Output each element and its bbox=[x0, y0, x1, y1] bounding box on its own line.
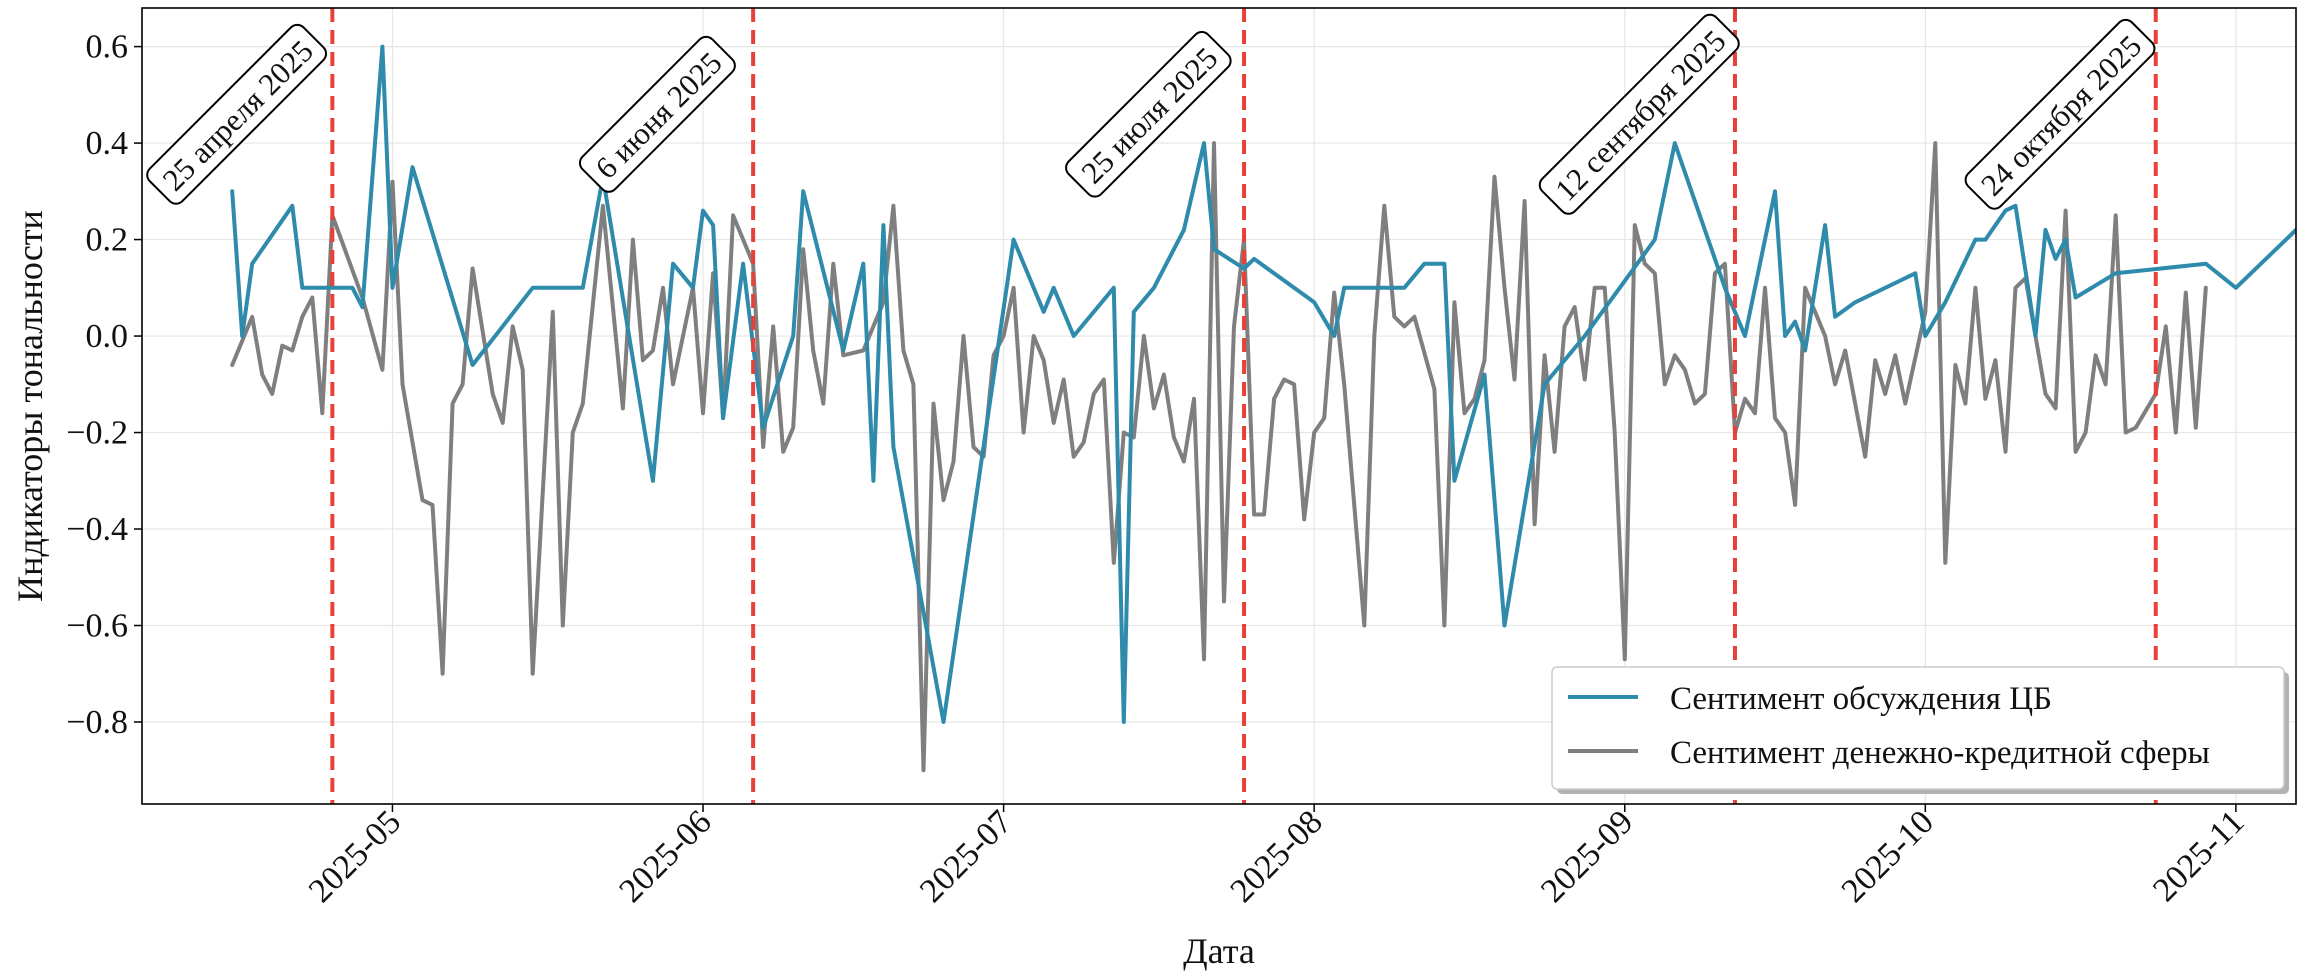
legend-box bbox=[1551, 666, 2285, 790]
y-tick-label: −0.8 bbox=[66, 704, 128, 741]
y-tick-label: −0.6 bbox=[66, 608, 128, 645]
y-tick-label: −0.2 bbox=[66, 415, 128, 452]
y-tick-label: 0.0 bbox=[86, 318, 129, 355]
x-axis-ticks: 2025-05 2025-06 2025-07 2025-08 2025-09 2025-… bbox=[302, 803, 2252, 909]
legend-label-monetary: Сентимент денежно-кредитной сферы bbox=[1670, 735, 2210, 771]
event-label-box bbox=[578, 35, 736, 193]
plot-frame bbox=[141, 7, 2297, 805]
x-tick-label: 2025-09 bbox=[1534, 803, 1640, 909]
x-tick-label: 2025-10 bbox=[1835, 803, 1941, 909]
y-tick-label: −0.4 bbox=[66, 511, 128, 548]
x-axis-title: Дата bbox=[1183, 931, 1255, 971]
x-tick-label: 2025-11 bbox=[2146, 803, 2251, 908]
event-label-box bbox=[1065, 31, 1232, 198]
x-tick-label: 2025-08 bbox=[1224, 803, 1330, 909]
legend: Сентимент обсуждения ЦБ Сентимент денежн… bbox=[1551, 666, 2289, 794]
event-label-box bbox=[146, 23, 328, 205]
x-tick-label: 2025-07 bbox=[913, 803, 1019, 909]
x-tick-label: 2025-05 bbox=[302, 803, 408, 909]
x-tick-label: 2025-06 bbox=[612, 803, 718, 909]
y-tick-label: 0.6 bbox=[86, 29, 129, 66]
y-tick-label: 0.2 bbox=[86, 222, 129, 259]
legend-label-cb: Сентимент обсуждения ЦБ bbox=[1670, 681, 2052, 717]
y-axis-title: Индикаторы тональности bbox=[10, 210, 50, 602]
event-label-box bbox=[1538, 13, 1740, 215]
y-axis-ticks: −0.8 −0.6 −0.4 −0.2 0.0 0.2 0.4 0.6 bbox=[66, 29, 142, 741]
series-line-cb bbox=[230, 44, 2296, 724]
y-tick-label: 0.4 bbox=[86, 125, 129, 162]
event-label-box bbox=[1964, 18, 2156, 210]
